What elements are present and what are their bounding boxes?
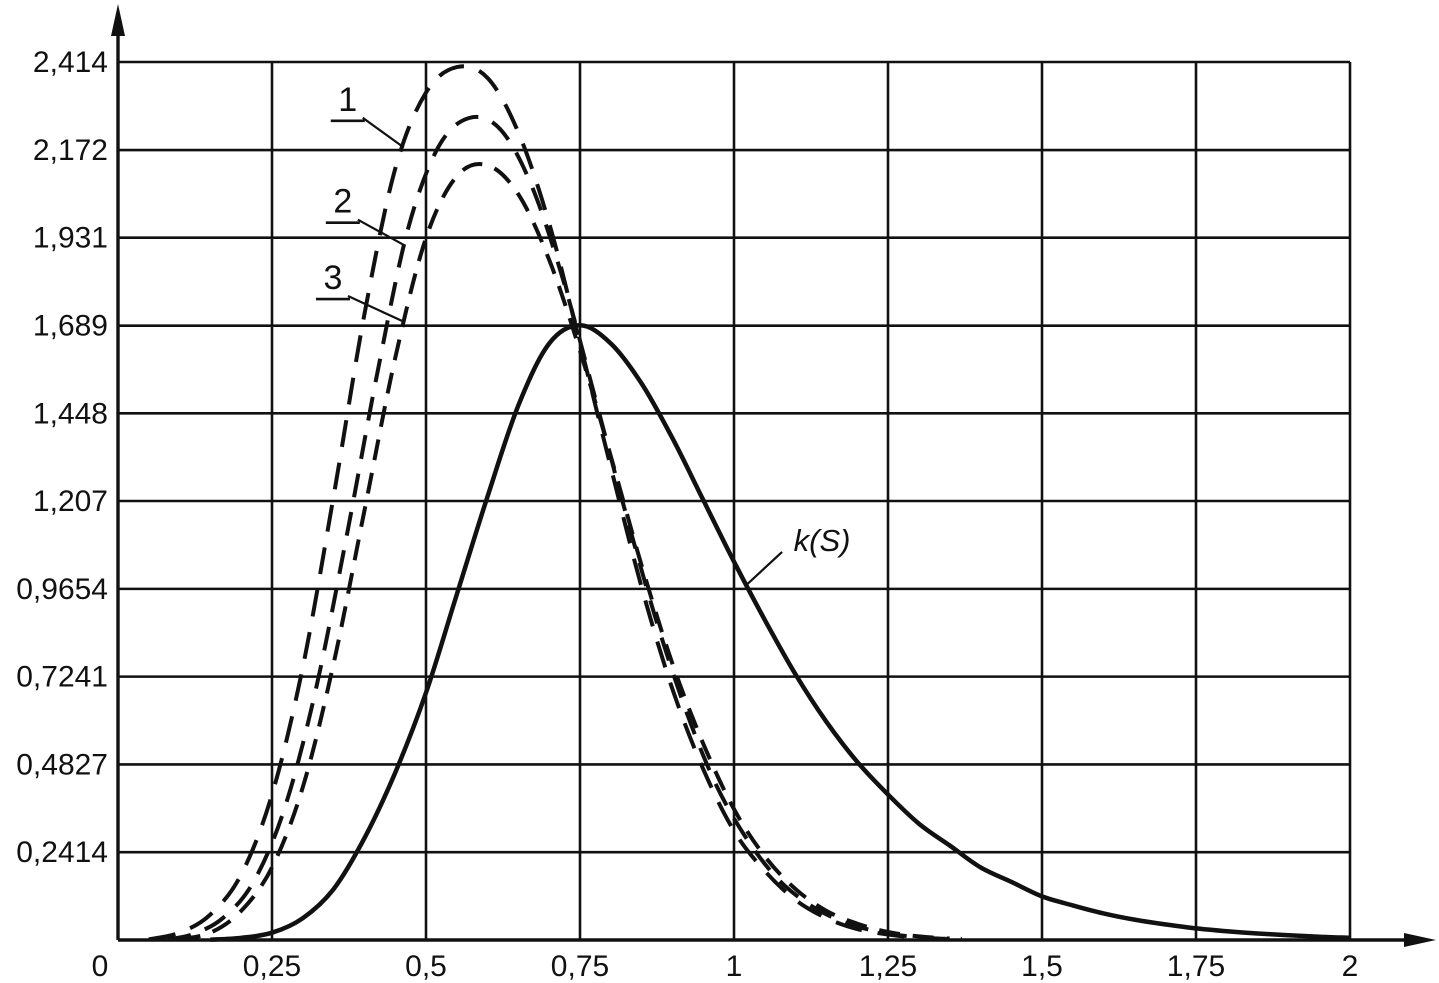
annotation-label-1: 1	[338, 81, 357, 119]
y-axis-arrowhead	[111, 4, 125, 36]
x-tick-label: 0,25	[243, 950, 301, 983]
x-tick-label: 0,5	[405, 950, 447, 983]
x-tick-label: 1,75	[1167, 950, 1225, 983]
x-tick-label: 0,75	[551, 950, 609, 983]
grid	[118, 60, 1352, 940]
y-tick-label: 2,414	[33, 46, 108, 79]
curve-3	[179, 162, 950, 942]
annotation-label-3: 3	[324, 259, 343, 297]
y-tick-label: 0,7241	[16, 661, 108, 694]
annotation-leader-line	[362, 116, 405, 149]
x-tick-label: 1	[726, 950, 743, 983]
annotation-leader-line	[347, 295, 405, 324]
axes	[116, 26, 1414, 942]
curve-ks	[210, 323, 1351, 942]
y-tick-label: 1,207	[33, 485, 108, 518]
y-tick-label: 1,448	[33, 397, 108, 430]
annotation-leader-line	[745, 551, 783, 586]
x-tick-label: 2	[1342, 950, 1359, 983]
x-tick-label: 0	[92, 950, 109, 983]
annotation-label-ks: k(S)	[794, 523, 851, 558]
y-tick-label: 0,4827	[16, 748, 108, 781]
x-tick-label: 1,25	[859, 950, 917, 983]
y-tick-label: 0,9654	[16, 573, 108, 606]
curve-1	[148, 64, 950, 942]
x-tick-label: 1,5	[1021, 950, 1063, 983]
curve-2	[166, 114, 962, 942]
y-tick-label: 2,172	[33, 134, 108, 167]
y-tick-label: 1,931	[33, 222, 108, 255]
y-tick-label: 0,2414	[16, 836, 108, 869]
x-axis-arrowhead	[1404, 933, 1436, 947]
y-tick-label: 1,689	[33, 310, 108, 343]
annotation-leader-line	[357, 218, 405, 247]
annotation-label-2: 2	[333, 183, 352, 221]
